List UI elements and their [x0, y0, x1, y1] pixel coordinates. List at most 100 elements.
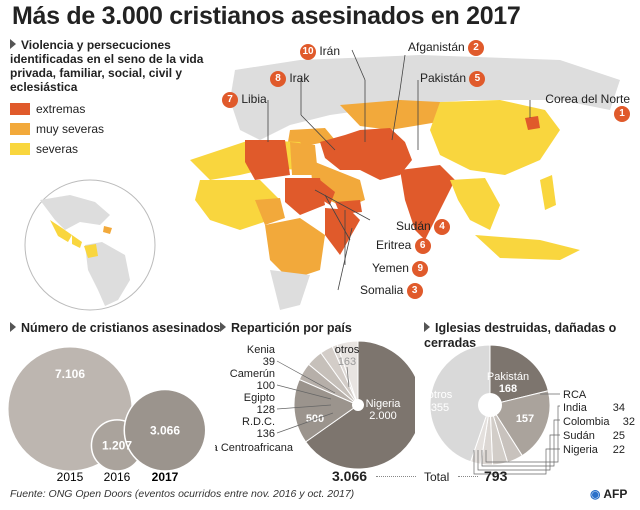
bubble-value-2016: 1.207 [102, 438, 132, 452]
value-nigeria: 22 [613, 444, 625, 456]
rank-badge: 4 [434, 219, 451, 235]
rank-badge: 6 [414, 238, 431, 254]
label-eritrea: Eritrea 6 [376, 238, 431, 254]
china-severe [430, 100, 560, 175]
country-name: Irán [319, 44, 341, 59]
north-america-land [40, 195, 110, 230]
label-otros: otros [335, 344, 360, 356]
label-rdc: R.D.C. [242, 416, 275, 428]
country-name: Somalia [360, 283, 404, 298]
value-sudan: 25 [613, 430, 625, 442]
slice-rca [293, 378, 360, 443]
churches-heading: Iglesias destruidas, dañadas o cerradas [424, 321, 624, 351]
legend-swatch [10, 123, 30, 135]
bullet-triangle-icon [220, 322, 226, 332]
label-yemen: Yemen 9 [372, 261, 429, 277]
legend-label: severas [36, 142, 79, 156]
legend-swatch [10, 143, 30, 155]
label-corea-del-norte: Corea del Norte 1 [544, 92, 630, 122]
country-name: Sudán [396, 219, 431, 234]
rank-badge: 10 [300, 44, 316, 60]
central-asia-very-severe [340, 100, 450, 130]
country-name: Yemen [372, 261, 409, 276]
leader-lines [267, 49, 531, 291]
bubble-2017 [123, 388, 207, 472]
distribution-total-value: 3.066 [332, 468, 368, 484]
label-libia: 7 Libia [222, 92, 267, 108]
label-afganistan: Afganistán 2 [408, 40, 485, 56]
label-somalia: Somalia 3 [360, 283, 423, 299]
rank-badge: 8 [270, 71, 286, 87]
south-america-land [85, 242, 130, 306]
churches-slices [429, 344, 551, 466]
value-kenia: 39 [263, 356, 275, 368]
world-map [24, 49, 620, 311]
value-colombia: 32 [623, 416, 635, 428]
churches-total-value: 793 [484, 468, 508, 484]
year-label-2015: 2015 [57, 470, 84, 484]
value-otros: 163 [338, 356, 356, 368]
label-rca: República Centroafricana [215, 442, 294, 454]
legend-swatch [10, 103, 30, 115]
year-label-2016: 2016 [104, 470, 131, 484]
slice-label-nigeria: Nigeria [366, 398, 402, 410]
legend-item-extreme: extremas [10, 102, 85, 116]
label-sudan: Sudán [563, 430, 595, 442]
bullet-triangle-icon [10, 322, 16, 332]
value-egipto: 128 [257, 404, 275, 416]
bubble-value-2015: 7.106 [55, 367, 85, 381]
churches-labels: RCA India 34 Colombia 32 Sudán 25 Nigeri… [563, 389, 635, 456]
churches-leaders [473, 393, 560, 475]
slice-rca [489, 390, 551, 457]
philippines-severe [540, 175, 556, 210]
rank-badge: 9 [412, 261, 429, 277]
slice-otros [429, 344, 491, 463]
churches-pie-chart: Pakistán 168 157 otros 355 RCA India 34 … [428, 344, 635, 475]
europe-russia-land [230, 55, 620, 140]
legend-item-very-severe: muy severas [10, 122, 104, 136]
rank-badge: 3 [406, 283, 423, 299]
distribution-pie-chart: Nigeria 2.000 500 Kenia 39 otros 163 Cam… [215, 340, 415, 470]
country-name: Libia [241, 92, 267, 107]
legend-label: muy severas [36, 122, 105, 136]
central-africa-very-severe [265, 218, 325, 280]
legend-item-severe: severas [10, 142, 78, 156]
egypt-very-severe [290, 142, 318, 175]
legend-label: extremas [36, 102, 86, 116]
label-india: India [563, 402, 588, 414]
value-india: 34 [613, 402, 625, 414]
se-asia-severe [450, 178, 500, 230]
slice-value-otros: 355 [431, 402, 449, 414]
north-korea-extreme [525, 116, 540, 130]
pie-center-dot [352, 399, 364, 411]
bullet-triangle-icon [10, 39, 16, 49]
page-title: Más de 3.000 cristianos asesinados en 20… [12, 2, 521, 30]
killed-heading-text: Número de cristianos asesinados [21, 321, 221, 335]
total-dots-left [376, 476, 416, 477]
rank-badge: 7 [222, 92, 238, 108]
country-name: Eritrea [376, 238, 412, 253]
legend-title: Violencia y persecuciones identificadas … [10, 38, 220, 94]
label-rca: RCA [563, 389, 587, 401]
label-colombia: Colombia [563, 416, 610, 428]
country-name: Irak [289, 71, 310, 86]
pie-center-dot [478, 393, 502, 417]
bubble-value-2017: 3.066 [150, 423, 180, 437]
slice-label-otros: otros [428, 389, 453, 401]
central-america-severe [72, 235, 82, 248]
label-irak: 8 Irak [270, 71, 309, 87]
camera-icon: ◉ [590, 487, 601, 501]
label-egipto: Egipto [244, 392, 275, 404]
label-pakistan: Pakistán 5 [420, 71, 486, 87]
value-camerun: 100 [257, 380, 275, 392]
country-name: Afganistán [408, 40, 465, 55]
caribbean-very-severe [103, 226, 112, 234]
distribution-labels: Kenia 39 otros 163 Camerún 100 Egipto 12… [215, 344, 360, 454]
label-iran: 10 Irán [300, 44, 340, 60]
afp-logo: ◉ AFP [590, 487, 627, 501]
killed-heading: Número de cristianos asesinados [10, 321, 220, 335]
slice-value-nigeria: 2.000 [369, 410, 397, 422]
source-note: Fuente: ONG Open Doors (eventos ocurrido… [10, 488, 355, 500]
middle-east-extreme [320, 128, 412, 180]
distribution-heading-text: Repartición por país [231, 321, 352, 335]
